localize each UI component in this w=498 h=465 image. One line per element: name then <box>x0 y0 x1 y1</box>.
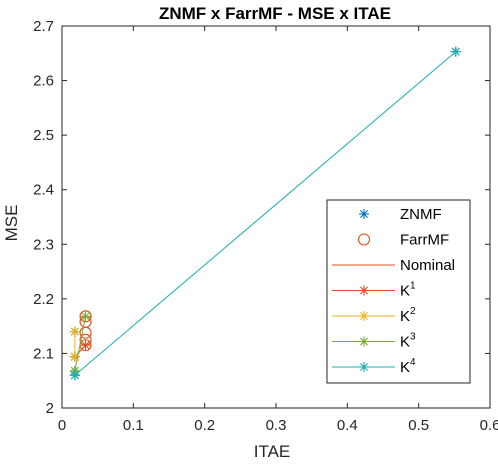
legend-marker-farrmf <box>357 233 371 246</box>
legend-marker-k1 <box>359 285 369 296</box>
point-k1-1 <box>80 340 91 351</box>
point-farrmf-3 <box>79 326 92 339</box>
y-tick-label: 2.4 <box>33 182 54 199</box>
y-tick-label: 2.1 <box>33 345 54 362</box>
x-tick-label: 0.1 <box>123 417 144 434</box>
y-tick-label: 2.2 <box>33 291 54 308</box>
legend-marker-znmf <box>359 209 369 219</box>
legend-label-sup: 3 <box>410 332 416 343</box>
legend-label-nominal: Nominal <box>400 257 455 274</box>
chart-title: ZNMF x FarrMF - MSE x ITAE <box>159 4 391 23</box>
x-tick-label: 0.6 <box>480 417 498 434</box>
legend-label-farrmf: FarrMF <box>400 232 449 249</box>
legend-marker-k3 <box>359 336 369 347</box>
legend-label-sup: 4 <box>410 357 416 368</box>
point-k4-0 <box>69 370 80 381</box>
data-marks <box>69 46 461 381</box>
legend-label-znmf: ZNMF <box>400 206 442 223</box>
x-tick-label: 0.3 <box>266 417 287 434</box>
y-axis-label: MSE <box>2 205 21 242</box>
point-k3-1 <box>80 311 91 322</box>
x-axis-label: ITAE <box>254 442 291 461</box>
y-tick-label: 2.7 <box>33 18 54 35</box>
series-line-k4 <box>74 51 457 376</box>
x-tick-label: 0.4 <box>337 417 358 434</box>
legend-label-sup: 2 <box>410 306 416 317</box>
x-tick-label: 0 <box>58 417 66 434</box>
point-farrmf-2 <box>79 310 92 323</box>
legend-marker-k4 <box>359 362 369 372</box>
y-tick-label: 2.5 <box>33 127 54 144</box>
legend-box <box>326 199 471 384</box>
x-tick-label: 0.2 <box>194 417 215 434</box>
legend-marker-k2 <box>359 311 369 321</box>
axes: 0 0.1 0.2 0.3 0.4 0.5 0.6 2 2.1 2.2 2.3 2.4 2.5 2.6 2.… <box>33 18 498 434</box>
y-tick-label: 2.3 <box>33 236 54 253</box>
point-k2-0 <box>69 326 80 337</box>
series-line-k3 <box>74 316 87 371</box>
legend-label-sup: 1 <box>410 281 416 292</box>
x-tick-label: 0.5 <box>408 417 429 434</box>
point-k4-1 <box>450 46 461 57</box>
y-tick-label: 2.6 <box>33 73 54 90</box>
y-tick-label: 2 <box>46 400 54 417</box>
